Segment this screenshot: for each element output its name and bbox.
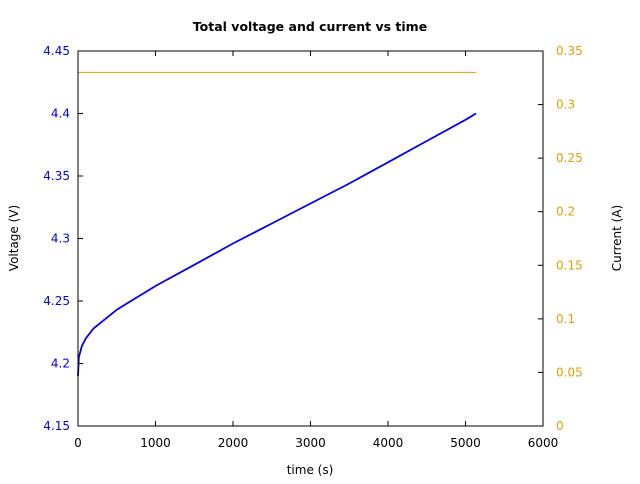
- x-tick-label: 1000: [140, 436, 171, 450]
- y2-tick-label: 0.15: [556, 258, 583, 272]
- y-axis-label: Voltage (V): [7, 205, 21, 271]
- x-tick-label: 4000: [373, 436, 404, 450]
- y-axis-left: 4.15 4.2 4.25 4.3 4.35 4.4 4.45: [43, 44, 83, 433]
- y2-tick-label: 0.05: [556, 365, 583, 379]
- y-tick-label: 4.45: [43, 44, 70, 58]
- y-axis-right: 0 0.05 0.1 0.15 0.2 0.25 0.3 0.35: [538, 44, 583, 433]
- current-line: [77, 71, 476, 426]
- y2-tick-label: 0.25: [556, 151, 583, 165]
- y-tick-label: 4.2: [51, 357, 70, 371]
- chart-title: Total voltage and current vs time: [193, 19, 427, 34]
- y2-axis-label: Current (A): [610, 205, 624, 271]
- y-tick-label: 4.25: [43, 294, 70, 308]
- x-tick-label: 6000: [528, 436, 559, 450]
- voltage-line: [77, 112, 477, 377]
- y2-tick-label: 0.1: [556, 312, 575, 326]
- y-tick-label: 4.4: [51, 107, 70, 121]
- y-tick-label: 4.35: [43, 169, 70, 183]
- y-tick-label: 4.3: [51, 232, 70, 246]
- x-tick-label: 2000: [218, 436, 249, 450]
- y2-tick-label: 0: [556, 419, 564, 433]
- x-axis: 0 1000 2000 3000 4000 5000 6000: [74, 51, 558, 450]
- x-tick-label: 0: [74, 436, 82, 450]
- plot-frame: [77, 50, 544, 427]
- x-tick-label: 5000: [450, 436, 481, 450]
- y2-tick-label: 0.3: [556, 98, 575, 112]
- x-tick-label: 3000: [295, 436, 326, 450]
- series-layer: [77, 71, 477, 426]
- y-tick-label: 4.15: [43, 419, 70, 433]
- x-axis-label: time (s): [287, 463, 334, 477]
- y2-tick-label: 0.2: [556, 205, 575, 219]
- y2-tick-label: 0.35: [556, 44, 583, 58]
